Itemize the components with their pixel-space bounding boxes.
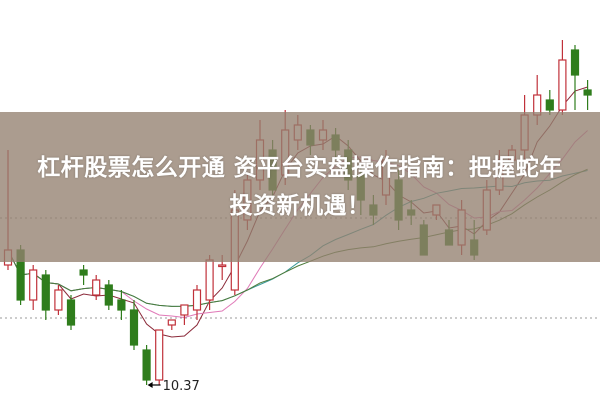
candle-body — [92, 279, 101, 296]
title-line-1: 杠杆股票怎么开通 资平台实盘操作指南：把握蛇年 — [37, 155, 563, 181]
candle-body — [41, 274, 50, 311]
candle — [167, 319, 176, 330]
candle — [558, 40, 567, 115]
candle — [155, 329, 164, 385]
candle — [79, 265, 88, 285]
candle-body — [545, 99, 554, 111]
candle-body — [66, 299, 76, 326]
title-line-2: 投资新机遇！ — [229, 193, 371, 219]
candle-body — [142, 349, 151, 381]
title-banner: 杠杆股票怎么开通 资平台实盘操作指南：把握蛇年 投资新机遇！ — [0, 112, 600, 262]
candle — [29, 265, 38, 310]
candle-body — [117, 299, 126, 311]
candle-body — [192, 289, 202, 311]
candle-body — [180, 304, 189, 316]
annotation-label: 10.37 — [163, 379, 200, 394]
candle — [545, 90, 554, 115]
candle-body — [79, 269, 88, 276]
candle — [41, 270, 50, 320]
candle — [54, 285, 63, 315]
candle — [92, 275, 101, 300]
low-price-annotation: 10.37 — [147, 379, 200, 394]
candle-body — [570, 49, 580, 76]
candle-body — [29, 269, 38, 301]
candle — [570, 45, 580, 110]
candle-body — [155, 329, 164, 381]
candle — [583, 80, 592, 110]
candle-body — [104, 284, 113, 306]
candle-body — [583, 89, 592, 96]
candle — [180, 304, 189, 325]
candle — [192, 285, 202, 320]
candle-body — [205, 259, 214, 301]
arrow-head-icon — [147, 382, 153, 388]
candle — [117, 290, 126, 320]
candle-body — [54, 289, 63, 311]
candle — [66, 295, 76, 330]
candle — [104, 280, 113, 310]
candle-body — [129, 309, 139, 346]
candle-body — [167, 319, 176, 326]
candle — [142, 345, 151, 385]
candle-body — [218, 264, 227, 268]
candle-body — [558, 59, 567, 111]
candle — [129, 300, 139, 350]
